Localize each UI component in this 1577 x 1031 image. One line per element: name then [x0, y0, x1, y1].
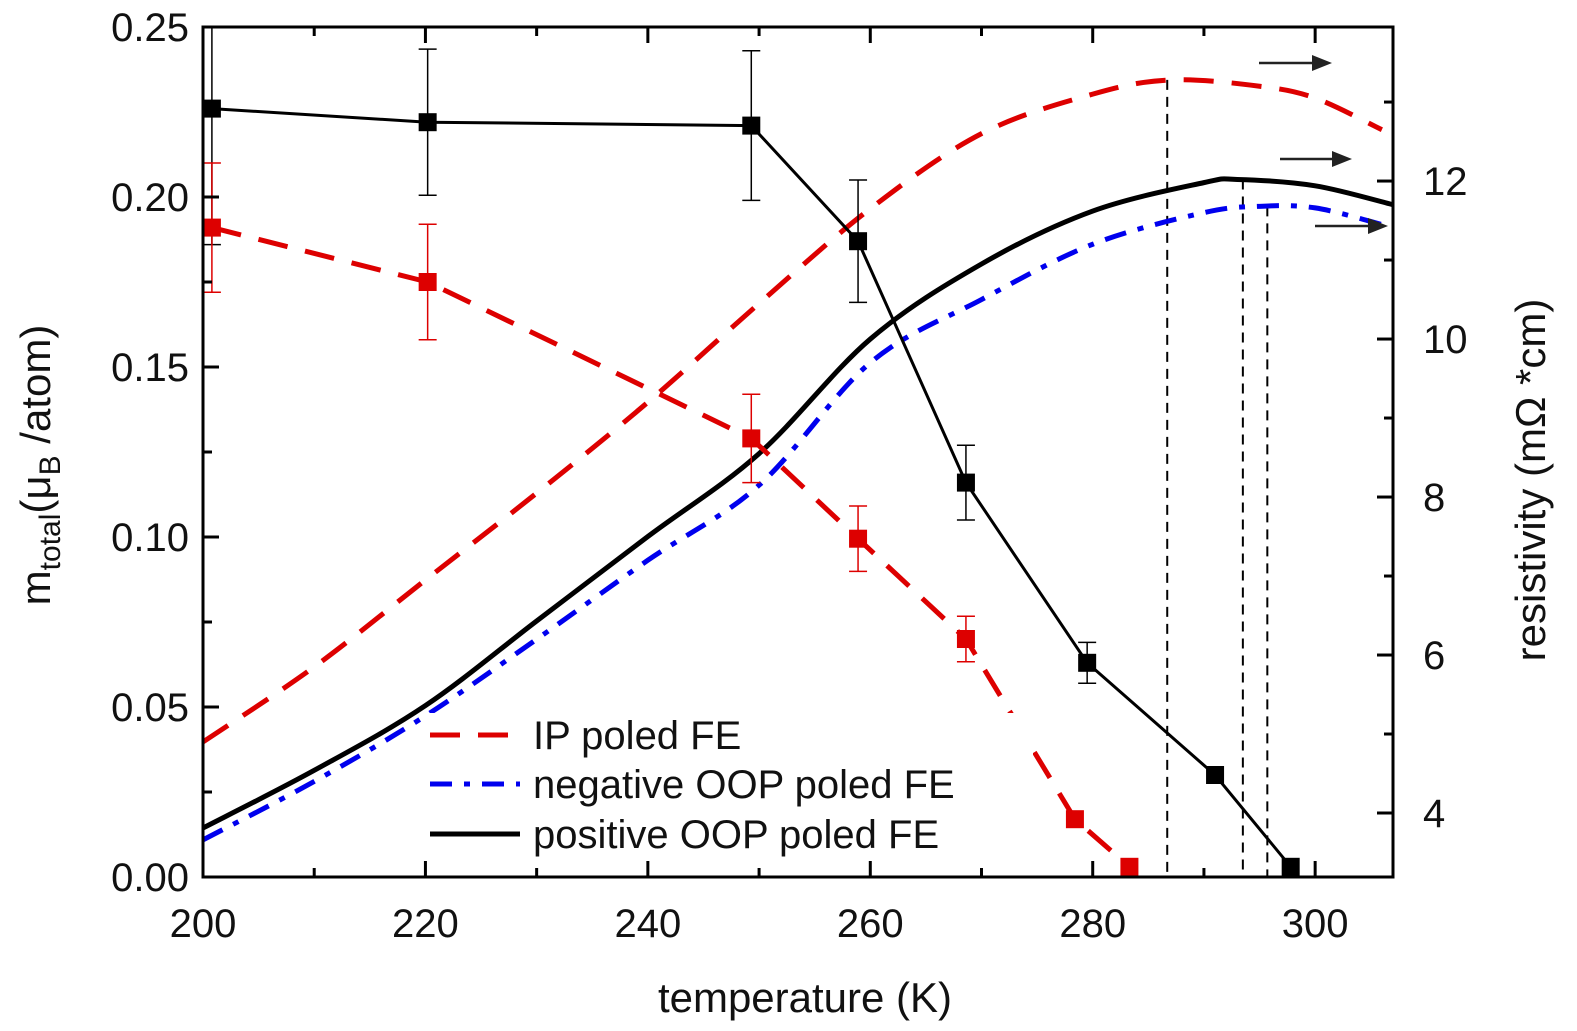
y-left-tick-label: 0.00 — [111, 856, 189, 900]
data-point-marker — [418, 113, 437, 132]
data-point-marker — [1281, 857, 1300, 876]
y-left-tick-label: 0.10 — [111, 516, 189, 560]
axes: 200 220 240 260 280 300 0.00 0.05 0.10 0.15 0.20 0.… — [111, 6, 1467, 946]
data-point-marker — [202, 99, 221, 118]
legend-entry: negative OOP poled FE — [533, 763, 955, 807]
x-tick-label: 240 — [614, 902, 681, 946]
resistivity-curve-1 — [201, 203, 1383, 843]
x-tick-label: 260 — [837, 902, 904, 946]
data-point-marker — [1206, 766, 1225, 784]
arrow-head-icon — [1368, 218, 1388, 234]
resistivity-curve-2 — [201, 176, 1394, 831]
y-right-tick-label: 4 — [1423, 792, 1445, 836]
data-point-marker — [742, 429, 761, 448]
x-tick-label: 280 — [1059, 902, 1126, 946]
x-tick-label: 300 — [1282, 902, 1349, 946]
arrow-head-icon — [1312, 55, 1332, 71]
y-right-tick-label: 8 — [1423, 476, 1445, 520]
y-axis-right-label: resistivity (mΩ *cm) — [1507, 299, 1554, 662]
data-point-marker — [956, 473, 975, 492]
legend-bg — [428, 713, 1033, 757]
y-right-tick-label: 10 — [1423, 318, 1468, 362]
magnetization-line-0 — [211, 107, 1292, 868]
resistivity-curve-0 — [201, 77, 1383, 744]
data-point-marker — [1065, 810, 1084, 829]
data-point-marker — [418, 273, 437, 291]
legend-entry: IP poled FE — [533, 714, 741, 758]
legend-bg — [428, 812, 1033, 856]
y-left-tick-label: 0.15 — [111, 346, 189, 390]
arrow-head-icon — [1332, 151, 1352, 167]
y-left-tick-label: 0.05 — [111, 686, 189, 730]
y-right-tick-label: 6 — [1423, 634, 1445, 678]
legend-entry: positive OOP poled FE — [533, 813, 939, 857]
data-point-marker — [849, 232, 868, 251]
x-tick-label: 200 — [170, 902, 237, 946]
data-point-marker — [742, 116, 761, 135]
y-left-tick-label: 0.20 — [111, 176, 189, 220]
data-point-marker — [1120, 857, 1139, 876]
legend: IP poled FE negative OOP poled FE positive… — [428, 713, 1033, 857]
data-point-marker — [956, 630, 975, 648]
y-axis-left-label: mtotal(μB /atom) — [12, 325, 67, 606]
legend-bg — [428, 762, 1033, 806]
data-point-marker — [1078, 653, 1097, 672]
data-point-marker — [202, 218, 221, 237]
x-tick-label: 220 — [392, 902, 459, 946]
y-right-tick-label: 12 — [1423, 160, 1468, 204]
data-point-marker — [849, 529, 868, 548]
x-axis-label: temperature (K) — [658, 974, 952, 1021]
plot-marks — [201, 26, 1394, 877]
y-left-tick-label: 0.25 — [111, 6, 189, 50]
